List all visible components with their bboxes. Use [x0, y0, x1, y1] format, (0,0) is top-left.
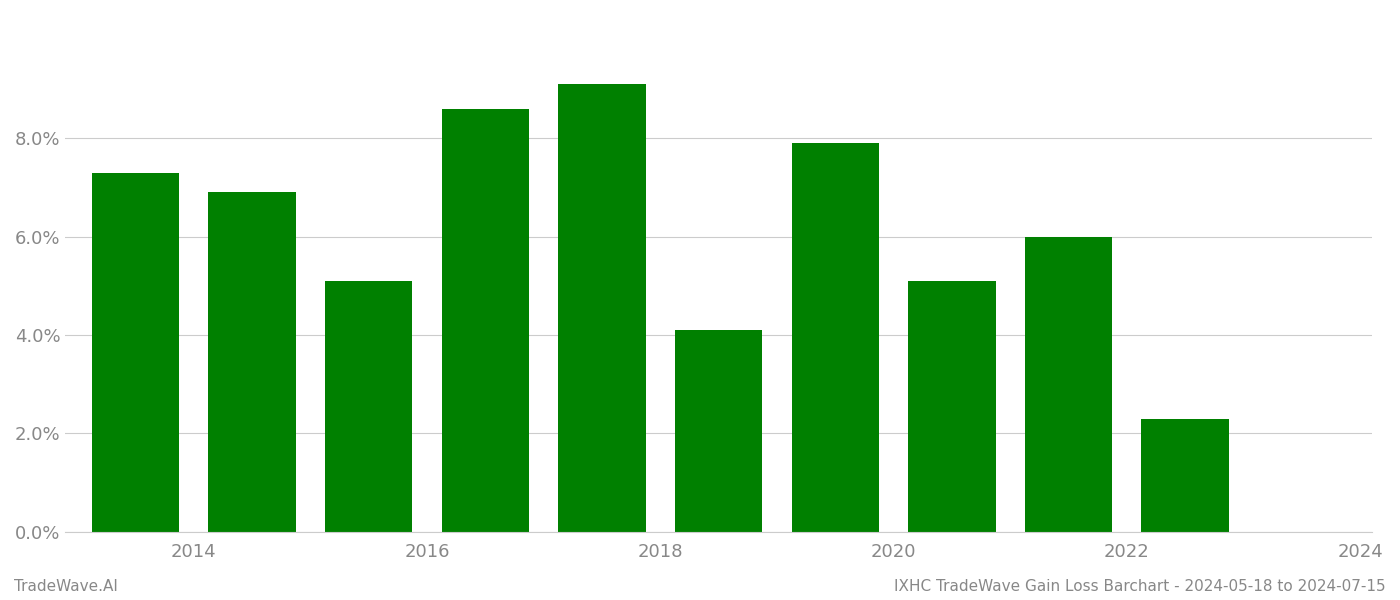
Text: IXHC TradeWave Gain Loss Barchart - 2024-05-18 to 2024-07-15: IXHC TradeWave Gain Loss Barchart - 2024… [895, 579, 1386, 594]
Bar [909, 281, 995, 532]
Bar [209, 192, 295, 532]
Text: TradeWave.AI: TradeWave.AI [14, 579, 118, 594]
Bar [559, 84, 645, 532]
Bar [791, 143, 879, 532]
Bar [441, 109, 529, 532]
Bar [1025, 236, 1112, 532]
Bar [92, 173, 179, 532]
Bar [325, 281, 413, 532]
Bar [1141, 419, 1229, 532]
Bar [675, 330, 763, 532]
